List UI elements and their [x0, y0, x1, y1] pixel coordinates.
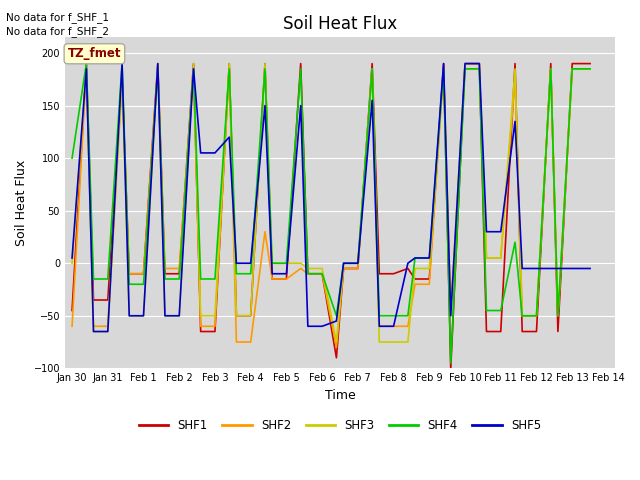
Y-axis label: Soil Heat Flux: Soil Heat Flux	[15, 160, 28, 246]
Text: No data for f_SHF_2: No data for f_SHF_2	[6, 26, 109, 37]
Title: Soil Heat Flux: Soil Heat Flux	[283, 15, 397, 33]
X-axis label: Time: Time	[324, 389, 355, 402]
Legend: SHF1, SHF2, SHF3, SHF4, SHF5: SHF1, SHF2, SHF3, SHF4, SHF5	[134, 414, 546, 436]
Text: No data for f_SHF_1: No data for f_SHF_1	[6, 12, 109, 23]
Text: TZ_fmet: TZ_fmet	[68, 47, 121, 60]
